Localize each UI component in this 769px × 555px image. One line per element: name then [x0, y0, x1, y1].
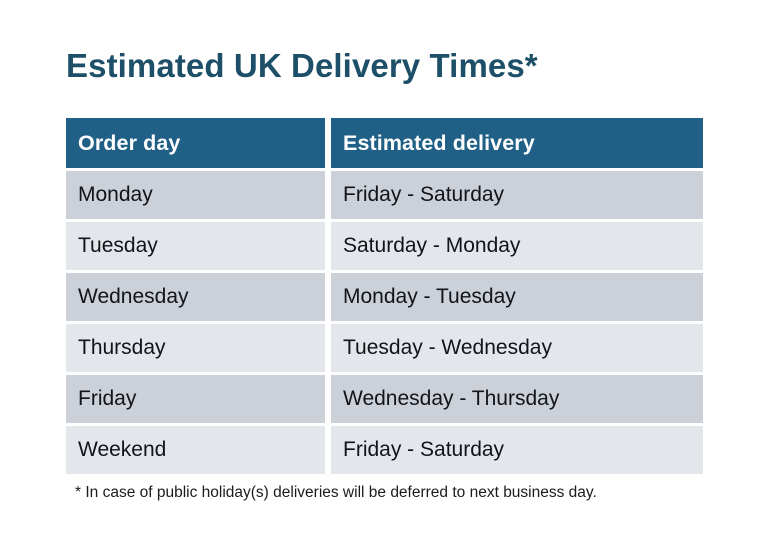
delivery-times-table: Order day Estimated delivery Monday Frid… [66, 118, 703, 474]
table-row: Wednesday Monday - Tuesday [66, 273, 703, 321]
cell-order-day: Wednesday [66, 273, 325, 321]
table-header-row: Order day Estimated delivery [66, 118, 703, 168]
cell-order-day: Weekend [66, 426, 325, 474]
cell-order-day: Thursday [66, 324, 325, 372]
table-row: Monday Friday - Saturday [66, 171, 703, 219]
column-header-order-day: Order day [66, 118, 325, 168]
footnote-text: * In case of public holiday(s) deliverie… [75, 484, 597, 501]
cell-estimated-delivery: Tuesday - Wednesday [331, 324, 703, 372]
cell-estimated-delivery: Friday - Saturday [331, 171, 703, 219]
cell-estimated-delivery: Friday - Saturday [331, 426, 703, 474]
column-header-estimated-delivery: Estimated delivery [331, 118, 703, 168]
table-row: Friday Wednesday - Thursday [66, 375, 703, 423]
table-row: Weekend Friday - Saturday [66, 426, 703, 474]
cell-estimated-delivery: Saturday - Monday [331, 222, 703, 270]
table-row: Thursday Tuesday - Wednesday [66, 324, 703, 372]
cell-estimated-delivery: Wednesday - Thursday [331, 375, 703, 423]
cell-order-day: Friday [66, 375, 325, 423]
cell-order-day: Tuesday [66, 222, 325, 270]
page-title: Estimated UK Delivery Times* [66, 47, 538, 84]
cell-estimated-delivery: Monday - Tuesday [331, 273, 703, 321]
cell-order-day: Monday [66, 171, 325, 219]
table-row: Tuesday Saturday - Monday [66, 222, 703, 270]
